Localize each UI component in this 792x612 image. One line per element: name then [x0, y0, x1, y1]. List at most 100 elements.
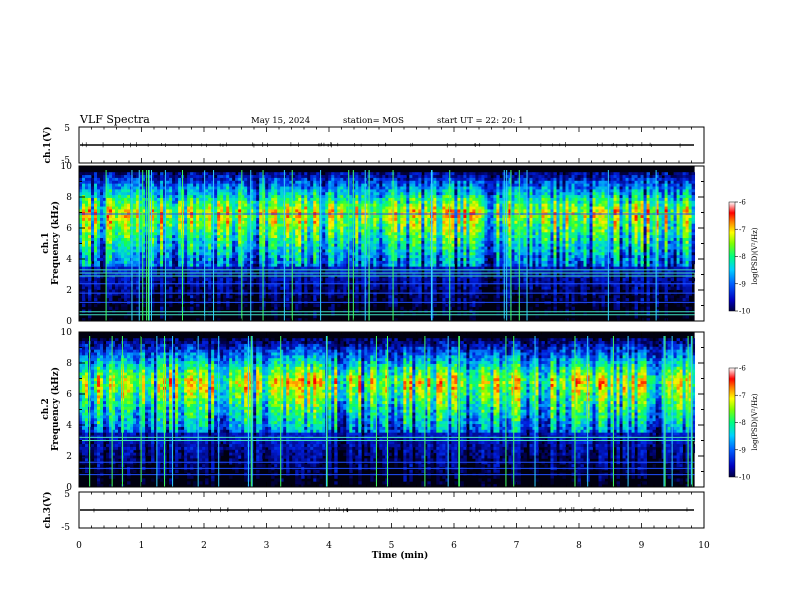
spectrogram-cell: [280, 192, 283, 195]
spectrogram-cell: [178, 221, 181, 224]
spectrogram-cell: [325, 209, 328, 212]
spectrogram-cell: [196, 204, 199, 207]
spectrogram-cell: [133, 195, 136, 198]
spectrogram-cell: [283, 227, 286, 230]
spectrogram-cell: [361, 287, 364, 290]
spectrogram-cell: [178, 184, 181, 187]
spectrogram-cell: [355, 304, 358, 307]
spectrogram-cell: [226, 252, 229, 255]
spectrogram-cell: [82, 204, 85, 207]
spectrogram-cell: [358, 204, 361, 207]
spectrogram-cell: [154, 209, 157, 212]
spectrogram-cell: [394, 298, 397, 301]
spectrogram-cell: [97, 261, 100, 264]
spectrogram-cell: [196, 232, 199, 235]
spectrogram-cell: [313, 201, 316, 204]
spectrogram-cell: [334, 175, 337, 178]
spectrogram-cell: [100, 178, 103, 181]
spectrogram-cell: [85, 187, 88, 190]
spectrogram-cell: [298, 221, 301, 224]
spectrogram-cell: [178, 290, 181, 293]
spectrogram-cell: [376, 258, 379, 261]
spectrogram-cell: [286, 247, 289, 250]
spectrogram-cell: [328, 209, 331, 212]
spectrogram-cell: [316, 261, 319, 264]
spectrogram-cell: [328, 178, 331, 181]
spectrogram-cell: [175, 264, 178, 267]
spectrogram-cell: [196, 221, 199, 224]
spectrogram-cell: [208, 224, 211, 227]
spectrogram-cell: [91, 255, 94, 258]
spectrogram-cell: [97, 204, 100, 207]
spectrogram-cell: [334, 241, 337, 244]
spectrogram-cell: [400, 287, 403, 290]
spectrogram-cell: [85, 238, 88, 241]
spectrogram-cell: [274, 227, 277, 230]
spectrogram-cell: [247, 249, 250, 252]
spectrogram-cell: [205, 229, 208, 232]
spectrogram-cell: [109, 227, 112, 230]
spectrogram-cell: [340, 295, 343, 298]
spectrogram-cell: [235, 221, 238, 224]
spectrogram-cell: [397, 209, 400, 212]
spectrogram-cell: [274, 204, 277, 207]
spectrogram-cell: [343, 287, 346, 290]
spectrogram-cell: [226, 290, 229, 293]
spectrogram-cell: [178, 201, 181, 204]
spectrogram-cell: [91, 241, 94, 244]
spectrogram-cell: [193, 178, 196, 181]
spectrogram-cell: [187, 224, 190, 227]
spectrogram-cell: [223, 178, 226, 181]
spectrogram-cell: [361, 290, 364, 293]
spectrogram-cell: [94, 227, 97, 230]
spectrogram-cell: [274, 295, 277, 298]
spectrogram-cell: [316, 184, 319, 187]
spectrogram-cell: [235, 192, 238, 195]
spectrogram-cell: [397, 227, 400, 230]
spectrogram-cell: [352, 249, 355, 252]
spectrogram-cell: [118, 192, 121, 195]
spectrogram-cell: [244, 181, 247, 184]
spectrogram-cell: [310, 189, 313, 192]
spectrogram-cell: [220, 229, 223, 232]
spectrogram-cell: [82, 218, 85, 221]
spectrogram-cell: [397, 249, 400, 252]
spectrogram-cell: [217, 187, 220, 190]
spectrogram-cell: [193, 244, 196, 247]
spectrogram-cell: [235, 198, 238, 201]
spectrogram-cell: [190, 201, 193, 204]
spectrogram-cell: [229, 207, 232, 210]
spectrogram-cell: [190, 175, 193, 178]
spectrogram-cell: [349, 201, 352, 204]
spectrogram-cell: [229, 187, 232, 190]
spectrogram-cell: [268, 201, 271, 204]
spectrogram-cell: [334, 209, 337, 212]
spectrogram-cell: [217, 227, 220, 230]
spectrogram-cell: [121, 304, 124, 307]
spectrogram-cell: [187, 198, 190, 201]
spectrogram-cell: [328, 261, 331, 264]
spectrogram-cell: [316, 229, 319, 232]
spectrogram-cell: [187, 238, 190, 241]
spectrogram-cell: [124, 264, 127, 267]
spectrogram-cell: [355, 290, 358, 293]
spectrogram-cell: [166, 224, 169, 227]
spectrogram-cell: [400, 229, 403, 232]
spectrogram-cell: [382, 204, 385, 207]
spectrogram-cell: [94, 255, 97, 258]
spectrogram-cell: [310, 221, 313, 224]
spectrogram-cell: [343, 178, 346, 181]
spectrogram-cell: [157, 255, 160, 258]
spectrogram-cell: [340, 227, 343, 230]
spectrogram-cell: [187, 229, 190, 232]
spectrogram-cell: [94, 252, 97, 255]
spectrogram-cell: [307, 198, 310, 201]
spectrogram-cell: [400, 192, 403, 195]
spectrogram-cell: [304, 295, 307, 298]
spectrogram-cell: [253, 258, 256, 261]
spectrogram-cell: [313, 175, 316, 178]
spectrogram-cell: [283, 187, 286, 190]
spectrogram-cell: [280, 201, 283, 204]
spectrogram-cell: [193, 304, 196, 307]
spectrogram-cell: [160, 192, 163, 195]
